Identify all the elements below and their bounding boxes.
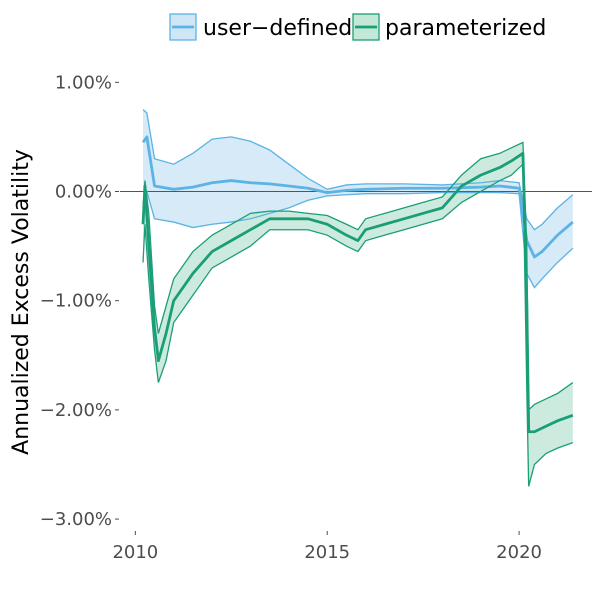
- legend: user−defined parameterized: [169, 13, 546, 41]
- x-axis: 2010 2015 2020: [112, 531, 542, 563]
- user-defined-mean-line: [141, 135, 574, 259]
- confidence-bands: [143, 109, 573, 487]
- x-tick-label: 2015: [304, 542, 350, 563]
- user-defined-lower-bound-line: [142, 189, 574, 289]
- y-tick-label: 0.00%: [55, 181, 112, 202]
- y-axis-title: Annualized Excess Volatility: [9, 149, 34, 455]
- x-tick-label: 2010: [112, 542, 158, 563]
- x-tick-label: 2020: [496, 542, 542, 563]
- parameterized-mean-line: [141, 151, 574, 434]
- y-tick-label: −2.00%: [40, 400, 112, 421]
- parameterized-lower-bound-line: [142, 162, 574, 487]
- y-tick-label: 1.00%: [55, 72, 112, 93]
- y-tick-label: −3.00%: [40, 509, 112, 530]
- legend-label-user-defined: user−defined: [203, 16, 352, 41]
- user-defined-band: [143, 109, 573, 288]
- legend-item-parameterized: parameterized: [352, 13, 546, 41]
- legend-label-parameterized: parameterized: [385, 16, 546, 41]
- user-defined-upper-bound-line: [142, 109, 574, 231]
- y-tick-label: −1.00%: [40, 291, 112, 312]
- legend-item-user-defined: user−defined: [169, 13, 352, 41]
- y-axis: 1.00% 0.00% −1.00% −2.00% −3.00%: [40, 72, 119, 530]
- series-lines: [141, 109, 574, 487]
